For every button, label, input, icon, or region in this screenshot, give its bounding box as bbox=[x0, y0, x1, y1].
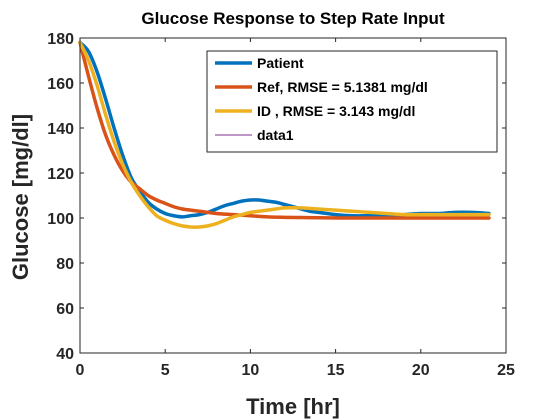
y-tick-label: 80 bbox=[56, 256, 74, 273]
series-line-2 bbox=[78, 40, 491, 220]
y-tick-label: 180 bbox=[47, 31, 74, 48]
y-tick-label: 100 bbox=[47, 211, 74, 228]
chart-title: Glucose Response to Step Rate Input bbox=[141, 9, 445, 28]
series-layer bbox=[78, 40, 491, 229]
y-axis-label: Glucose [mg/dl] bbox=[8, 114, 33, 280]
plot-frame bbox=[79, 37, 507, 354]
x-tick-label: 5 bbox=[161, 362, 170, 379]
axes: 0 5 10 15 20 25 40 60 80 100 120 140 160 180 bbox=[47, 31, 515, 379]
y-tick-label: 60 bbox=[56, 301, 74, 318]
x-axis-label: Time [hr] bbox=[246, 394, 340, 419]
y-tick-label: 40 bbox=[56, 346, 74, 363]
legend-box bbox=[206, 50, 498, 153]
legend-label-2: Ref, RMSE = 5.1381 mg/dl bbox=[257, 79, 428, 95]
x-tick-label: 0 bbox=[76, 362, 85, 379]
legend-label-1: Patient bbox=[257, 55, 304, 71]
x-tick-label: 10 bbox=[242, 362, 260, 379]
x-tick-label: 20 bbox=[412, 362, 430, 379]
legend: Patient Ref, RMSE = 5.1381 mg/dl ID , RMSE… bbox=[206, 50, 498, 153]
x-tick-label: 15 bbox=[327, 362, 345, 379]
y-tick-label: 160 bbox=[47, 76, 74, 93]
y-tick-label: 120 bbox=[47, 166, 74, 183]
y-tick-label: 140 bbox=[47, 121, 74, 138]
legend-label-4: data1 bbox=[257, 127, 294, 143]
x-tick-label: 25 bbox=[497, 362, 515, 379]
legend-label-3: ID , RMSE = 3.143 mg/dl bbox=[257, 103, 415, 119]
series-line-3 bbox=[78, 40, 491, 229]
